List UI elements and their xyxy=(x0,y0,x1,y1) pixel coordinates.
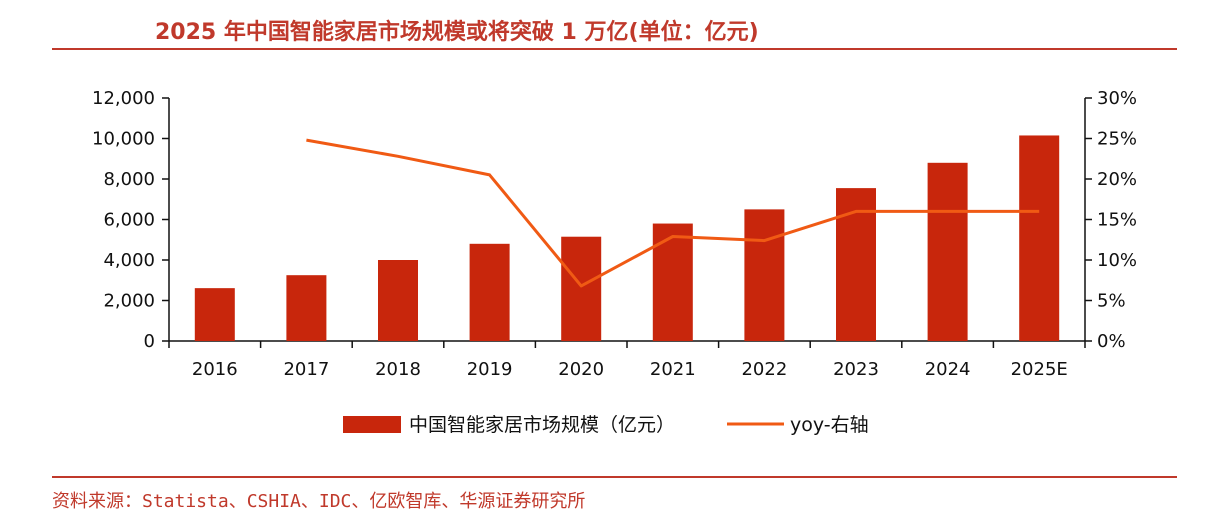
title-divider xyxy=(52,48,1177,50)
x-tick-label: 2022 xyxy=(741,359,787,380)
y-right-tick-label: 5% xyxy=(1097,291,1126,312)
bar xyxy=(652,223,693,341)
combo-chart: 0 2,000 4,000 6,000 8,000 10,000 12,000 0% 5% 10%… xyxy=(92,88,1137,436)
y-left-tick-label: 8,000 xyxy=(103,169,155,190)
bar xyxy=(469,243,510,341)
x-tick-label: 2019 xyxy=(467,359,513,380)
chart-title: 2025 年中国智能家居市场规模或将突破 1 万亿(单位：亿元) xyxy=(155,20,759,45)
y-left-tick-label: 2,000 xyxy=(103,291,155,312)
y-right-tick-label: 20% xyxy=(1097,169,1137,190)
legend-line-label: yoy-右轴 xyxy=(790,414,869,436)
y-left-tick-label: 10,000 xyxy=(92,129,155,150)
x-tick-label: 2023 xyxy=(833,359,879,380)
y-right-tick-label: 25% xyxy=(1097,129,1137,150)
source-note: 资料来源：Statista、CSHIA、IDC、亿欧智库、华源证券研究所 xyxy=(52,491,586,512)
y-left-tick-label: 0 xyxy=(144,331,155,352)
bar xyxy=(194,288,235,341)
x-tick-label: 2018 xyxy=(375,359,421,380)
y-left-tick-label: 12,000 xyxy=(92,88,155,109)
y-right-tick-label: 15% xyxy=(1097,210,1137,231)
bar xyxy=(378,260,418,341)
x-tick-label: 2016 xyxy=(192,359,238,380)
y-left-tick-label: 4,000 xyxy=(103,250,155,271)
y-right-tick-label: 0% xyxy=(1097,331,1126,352)
legend-bar-swatch xyxy=(343,416,401,433)
legend-bar-label: 中国智能家居市场规模（亿元） xyxy=(409,414,675,436)
x-tick-label: 2024 xyxy=(925,359,971,380)
bar xyxy=(561,236,602,341)
x-tick-label: 2017 xyxy=(283,359,329,380)
source-divider xyxy=(52,476,1177,478)
yoy-line xyxy=(306,138,1040,288)
bar xyxy=(1019,135,1060,341)
bar xyxy=(836,188,876,341)
x-tick-label: 2021 xyxy=(650,359,696,380)
y-right-tick-label: 10% xyxy=(1097,250,1137,271)
bar xyxy=(286,275,327,341)
bar xyxy=(744,209,785,341)
y-right-tick-label: 30% xyxy=(1097,88,1137,109)
x-tick-label: 2020 xyxy=(558,359,604,380)
y-left-tick-label: 6,000 xyxy=(103,210,155,231)
x-tick-label: 2025E xyxy=(1011,359,1068,380)
bar xyxy=(927,162,968,341)
